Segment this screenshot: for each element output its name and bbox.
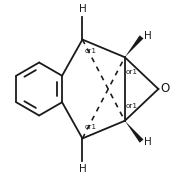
Text: H: H (144, 31, 152, 41)
Text: or1: or1 (126, 103, 138, 109)
Text: or1: or1 (85, 48, 97, 54)
Text: or1: or1 (85, 124, 97, 130)
Text: H: H (78, 164, 86, 174)
Polygon shape (125, 121, 143, 143)
Text: H: H (78, 4, 86, 14)
Polygon shape (125, 35, 143, 57)
Text: O: O (160, 82, 169, 96)
Text: or1: or1 (126, 69, 138, 75)
Text: H: H (144, 137, 152, 147)
